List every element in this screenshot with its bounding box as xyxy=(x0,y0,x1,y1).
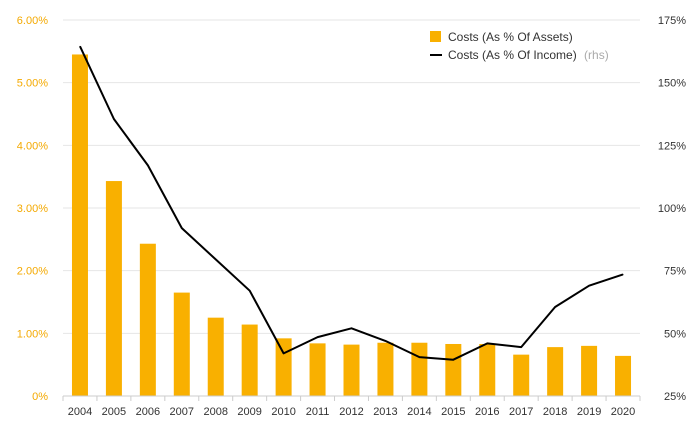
y-left-tick-label: 2.00% xyxy=(17,266,48,278)
bar-2020 xyxy=(615,355,632,396)
line-point-2009 xyxy=(249,290,251,292)
bar-series-costs-assets xyxy=(71,54,632,396)
x-tick-label: 2012 xyxy=(339,406,363,418)
y-left-tick-label: 0% xyxy=(32,391,48,403)
line-point-2010 xyxy=(283,352,285,354)
bar-2011 xyxy=(309,343,326,396)
bar-2007 xyxy=(173,292,190,396)
bar-2015 xyxy=(445,343,462,396)
line-point-2007 xyxy=(181,227,183,229)
x-tick-label: 2007 xyxy=(170,406,194,418)
x-tick-label: 2009 xyxy=(237,406,261,418)
bar-2014 xyxy=(411,342,428,396)
bar-2009 xyxy=(241,324,258,396)
svg-text:Costs (As % Of Income) (: Costs (As % Of Income) (rhs) xyxy=(448,48,609,62)
x-tick-label: 2016 xyxy=(475,406,499,418)
line-point-2015 xyxy=(452,359,454,361)
line-point-2006 xyxy=(147,164,149,166)
bar-2010 xyxy=(275,338,292,396)
line-point-2013 xyxy=(384,340,386,342)
x-tick-label: 2004 xyxy=(68,406,92,418)
bar-2004 xyxy=(71,54,88,396)
y-left-tick-label: 4.00% xyxy=(17,140,48,152)
line-point-2008 xyxy=(215,258,217,260)
bar-2006 xyxy=(139,243,156,396)
x-tick-label: 2011 xyxy=(306,406,330,418)
x-tick-label: 2008 xyxy=(203,406,227,418)
y-right-tick-label: 100% xyxy=(658,203,686,215)
line-point-2004 xyxy=(79,45,81,47)
line-point-2016 xyxy=(486,342,488,344)
bar-2017 xyxy=(513,354,530,396)
x-tick-label: 2005 xyxy=(102,406,126,418)
y-right-tick-label: 150% xyxy=(658,78,686,90)
y-left-tick-label: 1.00% xyxy=(17,328,48,340)
bar-2019 xyxy=(581,345,598,396)
line-series-costs-income xyxy=(79,45,624,361)
y-right-tick-label: 25% xyxy=(664,391,686,403)
y-right-tick-label: 75% xyxy=(664,266,686,278)
grid-lines xyxy=(63,19,640,334)
x-tick-label: 2015 xyxy=(441,406,465,418)
line-point-2011 xyxy=(317,336,319,338)
y-left-tick-label: 3.00% xyxy=(17,203,48,215)
y-left-tick-label: 6.00% xyxy=(17,15,48,27)
bar-2016 xyxy=(479,343,496,396)
x-tick-label: 2010 xyxy=(271,406,295,418)
line-costs-income xyxy=(79,45,624,361)
x-tick-label: 2013 xyxy=(373,406,397,418)
legend-label-income-suffix: (rhs) xyxy=(584,48,609,62)
line-point-2018 xyxy=(554,306,556,308)
legend-label-assets: Costs (As % Of Assets) xyxy=(448,30,573,44)
line-point-2012 xyxy=(351,327,352,329)
line-point-2014 xyxy=(418,356,420,358)
y-right-tick-label: 50% xyxy=(664,328,686,340)
x-tick-label: 2014 xyxy=(407,406,431,418)
y-right-tick-label: 125% xyxy=(658,140,686,152)
x-tick-label: 2017 xyxy=(509,406,533,418)
y-left-tick-label: 5.00% xyxy=(17,78,48,90)
x-tick-label: 2020 xyxy=(611,406,635,418)
legend-swatch-assets xyxy=(430,31,441,42)
bar-2008 xyxy=(207,317,224,396)
line-point-2005 xyxy=(113,118,115,120)
legend-label-income: Costs (As % Of Income) xyxy=(448,48,577,62)
y-right-tick-label: 175% xyxy=(658,15,686,27)
x-tick-label: 2006 xyxy=(136,406,160,418)
legend: Costs (As % Of Assets) Costs (As % Of In… xyxy=(430,30,609,62)
x-tick-label: 2019 xyxy=(577,406,601,418)
bar-2012 xyxy=(343,344,360,396)
line-point-2017 xyxy=(520,346,522,348)
bar-2018 xyxy=(547,347,564,396)
bar-2013 xyxy=(377,342,394,396)
line-point-2020 xyxy=(622,273,624,275)
x-tick-label: 2018 xyxy=(543,406,567,418)
axes: 2004 2005 2006 2007 2008 2009 2010 2011 2012 2013… xyxy=(17,15,686,418)
bar-2005 xyxy=(105,181,122,396)
line-point-2019 xyxy=(588,285,590,287)
